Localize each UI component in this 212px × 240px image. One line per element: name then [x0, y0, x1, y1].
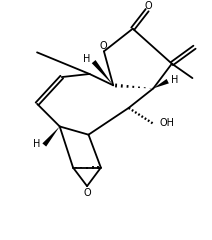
Text: H: H — [83, 54, 90, 64]
Text: H: H — [171, 75, 178, 84]
Text: O: O — [83, 188, 91, 198]
Text: O: O — [145, 1, 153, 12]
Text: H: H — [33, 139, 41, 149]
Polygon shape — [42, 126, 60, 147]
Polygon shape — [153, 79, 169, 88]
Text: OH: OH — [160, 118, 175, 128]
Polygon shape — [92, 60, 113, 85]
Text: O: O — [100, 41, 107, 51]
